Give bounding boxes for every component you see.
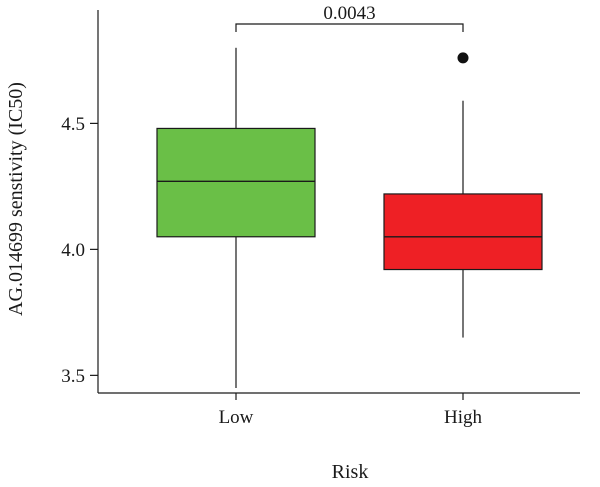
x-ticks: Low High — [219, 393, 483, 428]
x-tick-label: Low — [219, 407, 254, 428]
y-tick-label: 3.5 — [61, 366, 85, 387]
boxes — [156, 47, 543, 388]
box-high — [383, 52, 543, 338]
box-low — [156, 47, 316, 388]
axes — [97, 10, 580, 394]
significance-bracket: 0.0043 — [235, 3, 464, 32]
p-value-label: 0.0043 — [323, 3, 375, 24]
y-tick-label: 4.5 — [61, 114, 85, 135]
significance-bracket-line — [235, 23, 464, 32]
outlier-point — [457, 52, 469, 64]
y-ticks: 3.5 4.0 4.5 — [61, 114, 98, 387]
y-tick-label: 4.0 — [61, 240, 85, 261]
x-axis-label: Risk — [332, 461, 369, 483]
x-tick-label: High — [444, 407, 483, 428]
box-iqr — [156, 127, 316, 238]
y-axis-label: AG.014699 senstivity (IC50) — [5, 82, 27, 316]
box-iqr — [383, 193, 543, 271]
